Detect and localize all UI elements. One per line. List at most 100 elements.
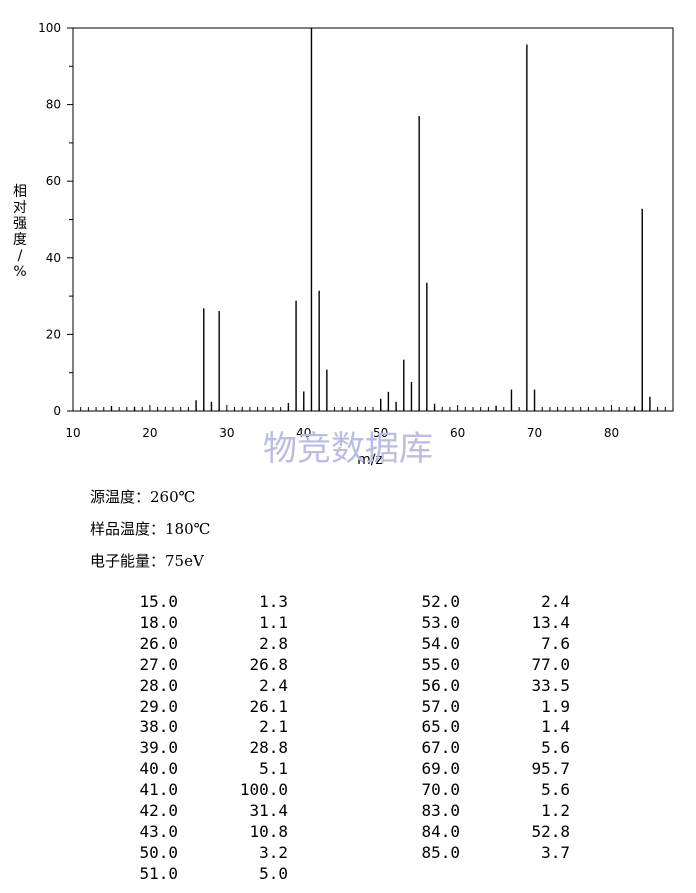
peak-intensity: 1.4: [541, 717, 570, 737]
y-axis-title: 相对强度/%: [13, 184, 27, 280]
x-tick-label: 60: [450, 426, 465, 440]
bar-series: [110, 28, 651, 411]
peak-mz: 41.0: [139, 780, 178, 800]
peak-row: 28.0 2.4: [118, 676, 288, 697]
x-tick-label: 50: [373, 426, 388, 440]
peak-intensity: 5.6: [541, 738, 570, 758]
peak-intensity: 5.6: [541, 780, 570, 800]
peak-intensity: 5.1: [259, 759, 288, 779]
peak-row: 67.0 5.6: [400, 738, 570, 759]
y-tick-label: 20: [46, 327, 61, 341]
peak-intensity: 95.7: [531, 759, 570, 779]
peak-row: 15.0 1.3: [118, 592, 288, 613]
peak-row: 29.0 26.1: [118, 697, 288, 718]
peak-mz: 54.0: [421, 633, 460, 653]
peak-mz: 51.0: [139, 863, 178, 883]
peak-mz: 67.0: [421, 738, 460, 758]
peak-mz: 50.0: [139, 842, 178, 862]
peak-intensity: 2.1: [259, 717, 288, 737]
peak-row: 85.0 3.7: [400, 843, 570, 864]
peak-row: 53.0 13.4: [400, 613, 570, 634]
peak-mz: 38.0: [139, 717, 178, 737]
peak-mz: 55.0: [421, 654, 460, 674]
peak-mz: 65.0: [421, 717, 460, 737]
peak-mz: 85.0: [421, 842, 460, 862]
peak-intensity: 2.4: [541, 592, 570, 611]
peak-row: 43.0 10.8: [118, 822, 288, 843]
peak-mz: 40.0: [139, 759, 178, 779]
peak-mz: 56.0: [421, 675, 460, 695]
plot-frame: [72, 27, 674, 412]
peak-intensity: 3.2: [259, 842, 288, 862]
y-tick-label: 100: [38, 21, 61, 35]
peak-row: 18.0 1.1: [118, 613, 288, 634]
peak-intensity: 28.8: [249, 738, 288, 758]
peak-table-right: 52.0 2.4 53.0 13.4 54.0 7.6 55.0 77.0 56.0 33.5 57…: [400, 592, 570, 864]
x-tick-label: 10: [65, 426, 80, 440]
electron-energy: 电子能量：75eV: [90, 552, 204, 570]
peak-row: 52.0 2.4: [400, 592, 570, 613]
peak-mz: 69.0: [421, 759, 460, 779]
peak-intensity: 26.1: [249, 696, 288, 716]
peak-intensity: 1.2: [541, 801, 570, 821]
peak-row: 55.0 77.0: [400, 655, 570, 676]
peak-intensity: 77.0: [531, 654, 570, 674]
y-tick-label: 60: [46, 174, 61, 188]
peak-mz: 26.0: [139, 633, 178, 653]
peak-row: 26.0 2.8: [118, 634, 288, 655]
peak-intensity: 3.7: [541, 842, 570, 862]
peak-row: 56.0 33.5: [400, 676, 570, 697]
peak-mz: 84.0: [421, 821, 460, 841]
peak-intensity: 7.6: [541, 633, 570, 653]
peak-mz: 27.0: [139, 654, 178, 674]
peak-intensity: 2.4: [259, 675, 288, 695]
peak-mz: 43.0: [139, 821, 178, 841]
y-tick-label: 40: [46, 251, 61, 265]
x-axis: 10 20 30 40 50 60 70 80: [65, 405, 674, 440]
peak-mz: 57.0: [421, 696, 460, 716]
peak-mz: 70.0: [421, 780, 460, 800]
peak-intensity: 13.4: [531, 612, 570, 632]
x-axis-title: m/z: [357, 452, 383, 468]
peak-row: 50.0 3.2: [118, 843, 288, 864]
peak-intensity: 100.0: [239, 780, 288, 800]
peak-intensity: 10.8: [249, 821, 288, 841]
peak-mz: 53.0: [421, 612, 460, 632]
peak-table-left: 15.0 1.3 18.0 1.1 26.0 2.8 27.0 26.8 28.0 2.4 29.0…: [118, 592, 288, 885]
peak-row: 69.0 95.7: [400, 759, 570, 780]
peak-row: 40.0 5.1: [118, 759, 288, 780]
peak-intensity: 1.9: [541, 696, 570, 716]
y-tick-label: 80: [46, 98, 61, 112]
peak-mz: 83.0: [421, 801, 460, 821]
x-tick-label: 70: [527, 426, 542, 440]
sample-temperature: 样品温度：180℃: [90, 520, 211, 538]
y-axis: 0 20 40 60 80 100: [38, 21, 73, 418]
x-tick-label: 30: [219, 426, 234, 440]
peak-row: 39.0 28.8: [118, 738, 288, 759]
peak-row: 51.0 5.0: [118, 864, 288, 885]
peak-row: 41.0 100.0: [118, 780, 288, 801]
peak-row: 42.0 31.4: [118, 801, 288, 822]
x-tick-label: 80: [604, 426, 619, 440]
peak-intensity: 26.8: [249, 654, 288, 674]
peak-intensity: 31.4: [249, 801, 288, 821]
peak-mz: 39.0: [139, 738, 178, 758]
peak-intensity: 1.1: [259, 612, 288, 632]
peak-mz: 52.0: [421, 592, 460, 611]
peak-row: 27.0 26.8: [118, 655, 288, 676]
peak-row: 70.0 5.6: [400, 780, 570, 801]
watermark: 物竞数据库: [263, 429, 433, 469]
peak-mz: 42.0: [139, 801, 178, 821]
mass-spectrum-chart: 10 20 30 40 50 60 70 80 0 20 40 60 80 100 相对强度/% m/z…: [13, 21, 674, 469]
peak-intensity: 5.0: [259, 863, 288, 883]
peak-row: 54.0 7.6: [400, 634, 570, 655]
peak-mz: 18.0: [139, 612, 178, 632]
peak-row: 65.0 1.4: [400, 717, 570, 738]
y-tick-label: 0: [53, 404, 61, 418]
peak-intensity: 33.5: [531, 675, 570, 695]
peak-row: 38.0 2.1: [118, 717, 288, 738]
peak-mz: 29.0: [139, 696, 178, 716]
peak-row: 84.0 52.8: [400, 822, 570, 843]
peak-intensity: 1.3: [259, 592, 288, 611]
x-tick-label: 40: [296, 426, 311, 440]
